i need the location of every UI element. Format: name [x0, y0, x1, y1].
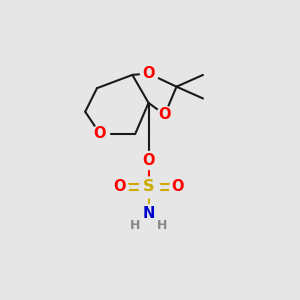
- Text: O: O: [142, 66, 155, 81]
- Text: O: O: [113, 179, 125, 194]
- Text: H: H: [130, 219, 140, 232]
- Text: O: O: [158, 107, 171, 122]
- Text: O: O: [142, 153, 155, 168]
- Text: N: N: [142, 206, 155, 221]
- Text: S: S: [143, 179, 154, 194]
- Text: O: O: [172, 179, 184, 194]
- Text: O: O: [94, 126, 106, 141]
- Text: H: H: [157, 219, 167, 232]
